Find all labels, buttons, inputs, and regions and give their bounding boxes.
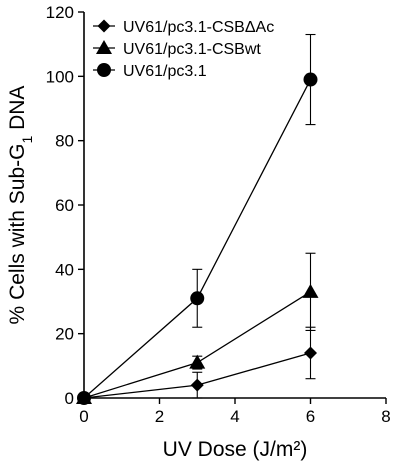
y-tick-label: 100 (46, 67, 74, 86)
legend-marker (96, 40, 112, 54)
x-tick-label: 2 (155, 407, 164, 426)
data-point (189, 354, 206, 369)
y-tick-label: 40 (55, 260, 74, 279)
series-group (76, 33, 319, 405)
x-tick-label: 0 (79, 407, 88, 426)
legend-label: UV61/pc3.1-CSBΔAc (123, 19, 274, 36)
data-point (77, 391, 91, 405)
legend-label: UV61/pc3.1-CSBwt (123, 41, 261, 58)
y-ticks: 0 20 40 60 80 100 120 (46, 3, 84, 408)
y-axis-title-subscript: 1 (19, 136, 35, 144)
data-point (190, 291, 205, 306)
legend-label: UV61/pc3.1 (123, 63, 207, 80)
legend-marker (97, 63, 111, 77)
x-axis-title: UV Dose (J/m²) (163, 438, 308, 461)
y-tick-label: 80 (55, 132, 74, 151)
series-line (83, 79, 312, 399)
y-axis-title: % Cells with Sub-G1 DNA (6, 86, 35, 325)
y-tick-label: 120 (46, 3, 74, 22)
data-point (190, 378, 204, 392)
y-axis-title-main: % Cells with Sub-G (6, 144, 29, 325)
y-axis-title-tail: DNA (6, 86, 29, 136)
x-tick-label: 6 (306, 407, 315, 426)
data-point (304, 346, 317, 360)
x-tick-label: 8 (381, 407, 390, 426)
y-tick-label: 0 (65, 389, 74, 408)
legend-marker (97, 19, 111, 33)
legend: UV61/pc3.1-CSBΔAc UV61/pc3.1-CSBwt UV61/pc… (93, 19, 274, 80)
data-point (303, 72, 318, 87)
x-tick-label: 4 (230, 407, 239, 426)
y-tick-label: 60 (55, 196, 74, 215)
data-point (302, 283, 319, 298)
series-circle (77, 33, 318, 405)
y-tick-label: 20 (55, 325, 74, 344)
x-ticks: 0 2 4 6 8 (79, 398, 391, 426)
